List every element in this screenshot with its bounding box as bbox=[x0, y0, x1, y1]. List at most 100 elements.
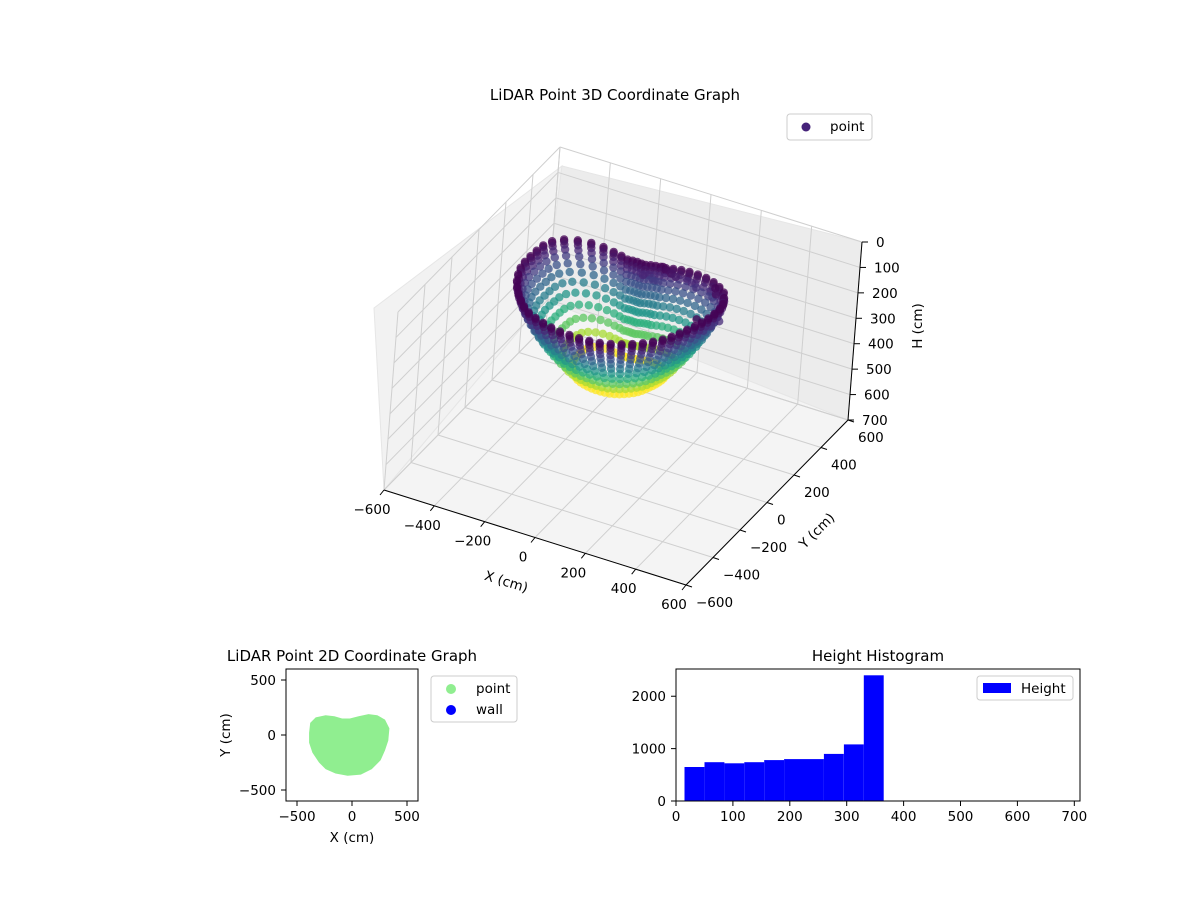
legend-2d-label-wall: wall bbox=[476, 702, 503, 718]
x-tick-label-3d: 200 bbox=[560, 565, 586, 581]
legend-histogram-label: Height bbox=[1021, 681, 1066, 697]
point-3d bbox=[662, 312, 671, 321]
point-3d bbox=[516, 295, 525, 305]
histogram-bar bbox=[863, 675, 884, 801]
point-3d bbox=[711, 284, 720, 293]
point-3d bbox=[609, 270, 618, 279]
point-3d bbox=[550, 253, 559, 262]
y-tick-label-3d: −200 bbox=[750, 540, 787, 556]
point-3d bbox=[637, 290, 646, 299]
x-tick-label-3d: 400 bbox=[611, 581, 637, 597]
histogram-bar bbox=[784, 759, 804, 801]
y-tick-3d bbox=[766, 502, 774, 505]
grid-line bbox=[437, 256, 453, 436]
x-tick-label-3d: 0 bbox=[519, 550, 528, 566]
point-3d bbox=[532, 274, 542, 283]
y-tick-label-3d: −600 bbox=[696, 595, 733, 611]
point-3d bbox=[576, 259, 585, 269]
point-3d bbox=[596, 315, 605, 325]
x-tick-label-histogram: 100 bbox=[720, 809, 746, 825]
x-tick-3d bbox=[681, 584, 687, 591]
point-3d bbox=[512, 276, 522, 285]
z-tick-label-3d: 300 bbox=[870, 311, 896, 327]
point-3d bbox=[591, 328, 600, 337]
point-3d bbox=[653, 301, 662, 310]
point-3d bbox=[583, 327, 593, 337]
chart-histogram: Height Histogram 0 100 200 300 400 500 600 7000… bbox=[632, 647, 1088, 825]
point-3d bbox=[577, 268, 586, 277]
point-3d bbox=[668, 313, 677, 323]
point-3d bbox=[530, 267, 539, 276]
grid-line bbox=[797, 226, 813, 405]
ticks-histogram: 0 100 200 300 400 500 600 700 0 1000 2000 bbox=[632, 689, 1088, 825]
grid-line bbox=[385, 299, 549, 465]
grid-line bbox=[553, 222, 857, 319]
point-3d bbox=[558, 279, 567, 288]
point-3d bbox=[638, 270, 648, 280]
point-3d bbox=[683, 325, 692, 334]
point-3d bbox=[671, 272, 680, 282]
z-axis-label-3d: H (cm) bbox=[910, 303, 926, 349]
point-3d bbox=[658, 335, 667, 344]
point-3d bbox=[681, 282, 690, 291]
y-tick-label-3d: −400 bbox=[723, 568, 760, 584]
point-3d bbox=[678, 289, 688, 298]
point-3d bbox=[671, 287, 680, 296]
point-3d bbox=[647, 320, 656, 330]
x-tick-label-histogram: 300 bbox=[834, 809, 860, 825]
point-3d bbox=[519, 302, 529, 311]
chart-2d-title: LiDAR Point 2D Coordinate Graph bbox=[227, 647, 477, 665]
point-3d bbox=[643, 331, 652, 341]
point-3d bbox=[571, 288, 580, 297]
point-3d bbox=[675, 329, 684, 338]
x-tick-3d bbox=[580, 553, 586, 559]
y-tick-label-3d: 600 bbox=[858, 430, 884, 446]
grid-line bbox=[383, 311, 399, 491]
point-3d bbox=[575, 252, 584, 261]
point-3d bbox=[588, 262, 597, 271]
point-3d bbox=[683, 298, 692, 308]
point-3d bbox=[574, 334, 584, 343]
point-3d bbox=[672, 304, 681, 314]
point-3d bbox=[587, 314, 597, 323]
point-3d bbox=[555, 327, 565, 336]
point-cloud-3d bbox=[512, 235, 729, 399]
point-3d bbox=[538, 318, 548, 327]
point-3d bbox=[594, 303, 603, 312]
point-3d bbox=[609, 257, 618, 266]
point-3d bbox=[674, 315, 684, 325]
y-axis-label-3d: Y (cm) bbox=[795, 510, 838, 553]
grid-line bbox=[464, 229, 480, 408]
point-3d bbox=[563, 259, 572, 268]
point-3d bbox=[552, 260, 561, 270]
histogram-bar bbox=[724, 763, 745, 801]
x-tick-label-2d: 0 bbox=[348, 809, 357, 825]
histogram-bar bbox=[843, 744, 864, 801]
y-tick-label-histogram: 2000 bbox=[632, 689, 666, 705]
point-3d bbox=[599, 258, 608, 268]
point-3d bbox=[599, 266, 609, 275]
point-3d bbox=[512, 283, 522, 292]
point-3d bbox=[600, 274, 609, 283]
point-3d bbox=[579, 313, 588, 322]
x-tick-label-3d: −400 bbox=[404, 518, 441, 534]
grid-line bbox=[397, 146, 561, 313]
point-3d bbox=[686, 309, 695, 319]
grid-line bbox=[555, 197, 859, 294]
legend-histogram: Height bbox=[976, 675, 1074, 701]
grid-line bbox=[559, 146, 863, 243]
point-3d bbox=[686, 291, 695, 300]
x-tick-label-3d: −200 bbox=[454, 534, 491, 550]
point-3d bbox=[585, 336, 594, 345]
z-axis-line bbox=[847, 241, 863, 421]
z-tick-label-3d: 500 bbox=[866, 362, 892, 378]
legend-histogram-swatch bbox=[983, 683, 1011, 693]
legend-2d-label-point: point bbox=[476, 681, 510, 697]
y-axis-label-2d: Y (cm) bbox=[218, 713, 234, 758]
point-3d bbox=[544, 264, 553, 273]
point-3d bbox=[565, 267, 574, 277]
x-axis-label-3d: X (cm) bbox=[482, 568, 529, 596]
grid-line bbox=[391, 222, 555, 389]
point-3d bbox=[634, 308, 643, 317]
point-3d bbox=[547, 273, 556, 282]
